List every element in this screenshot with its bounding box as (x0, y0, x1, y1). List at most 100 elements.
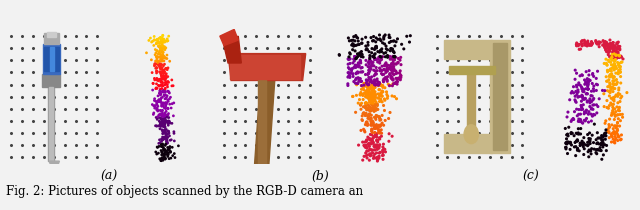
Point (173, 144, 184, 147)
Point (575, 84, 586, 87)
Point (570, 78, 580, 81)
Point (611, 58, 621, 61)
Point (360, 36, 371, 39)
Point (584, 78, 594, 81)
Point (591, 83, 602, 86)
Point (151, 42, 161, 45)
Point (371, 133, 381, 137)
Point (611, 93, 621, 97)
Point (604, 47, 614, 51)
Point (377, 89, 387, 93)
Point (153, 151, 163, 155)
Point (591, 142, 602, 145)
Point (367, 127, 377, 131)
Point (349, 39, 360, 43)
Point (156, 36, 166, 39)
Point (364, 87, 374, 91)
Point (161, 96, 172, 99)
Point (609, 97, 619, 101)
Point (369, 53, 380, 56)
Point (606, 114, 616, 117)
Point (153, 84, 163, 87)
Point (583, 143, 593, 147)
Point (353, 39, 364, 43)
Point (357, 37, 367, 41)
Point (159, 46, 169, 50)
Point (577, 87, 587, 91)
Point (371, 145, 381, 148)
Point (161, 72, 172, 75)
Point (163, 89, 173, 93)
Point (612, 129, 623, 132)
Point (579, 88, 589, 91)
Point (152, 62, 162, 66)
Point (344, 55, 354, 59)
Point (612, 47, 623, 51)
Point (345, 52, 355, 56)
Point (586, 42, 596, 45)
Point (360, 130, 370, 134)
Point (594, 42, 604, 46)
Point (152, 145, 163, 149)
Point (609, 45, 620, 49)
Point (610, 63, 620, 66)
Point (607, 47, 618, 50)
Point (159, 39, 169, 42)
Point (378, 150, 388, 153)
Point (374, 100, 385, 103)
Point (364, 94, 374, 97)
Point (615, 119, 625, 122)
Point (353, 76, 364, 80)
Point (159, 102, 170, 105)
Point (388, 77, 398, 81)
Point (155, 100, 165, 104)
Point (372, 140, 383, 144)
Point (580, 43, 590, 47)
Point (156, 55, 166, 59)
Point (355, 93, 365, 97)
Point (579, 110, 589, 113)
Point (594, 97, 604, 100)
Bar (449, 66, 495, 74)
Point (574, 48, 584, 51)
Point (610, 115, 620, 118)
Point (362, 150, 372, 153)
Point (363, 61, 373, 64)
Point (596, 141, 607, 145)
Point (378, 41, 388, 45)
Point (609, 131, 620, 134)
Point (617, 113, 627, 116)
Point (387, 78, 397, 81)
Point (370, 96, 380, 99)
Point (367, 64, 377, 67)
Point (386, 47, 396, 50)
Point (572, 149, 582, 152)
Point (561, 137, 572, 140)
Point (150, 62, 160, 66)
Point (560, 127, 570, 130)
Point (573, 96, 583, 99)
Point (586, 152, 596, 156)
Point (361, 143, 371, 147)
Point (354, 64, 364, 68)
Point (615, 65, 625, 68)
Point (614, 54, 625, 58)
Point (365, 152, 376, 156)
Point (157, 84, 167, 87)
Point (379, 37, 389, 41)
Point (602, 130, 612, 133)
Point (157, 122, 167, 125)
Point (392, 37, 403, 41)
Point (369, 56, 380, 59)
Point (147, 103, 157, 106)
Point (352, 64, 362, 67)
Point (153, 99, 163, 102)
Point (371, 79, 381, 82)
Point (151, 55, 161, 58)
Point (150, 59, 161, 63)
Point (582, 82, 592, 85)
Point (617, 60, 627, 64)
Point (582, 41, 592, 44)
Point (611, 49, 621, 53)
Point (386, 66, 396, 69)
